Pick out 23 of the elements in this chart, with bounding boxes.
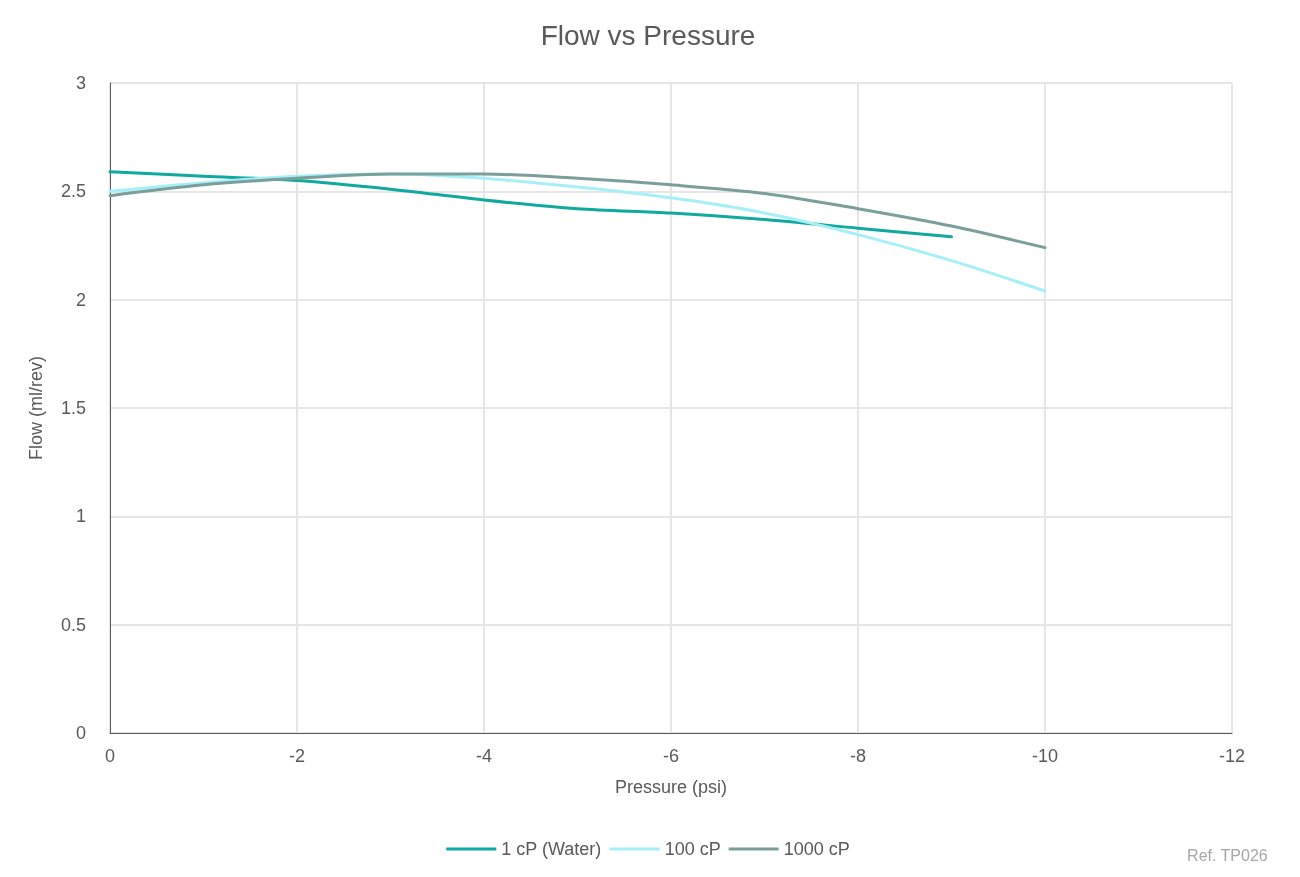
chart-title: Flow vs Pressure bbox=[540, 19, 756, 51]
x-tick-label: 0 bbox=[104, 746, 116, 766]
y-tick-label: 1 bbox=[75, 506, 86, 527]
x-axis-title: Pressure (psi) bbox=[614, 777, 728, 797]
y-tick-label: 3 bbox=[75, 73, 86, 93]
legend-label: 1 cP (Water) bbox=[501, 839, 602, 859]
y-tick-label: 1.5 bbox=[60, 398, 86, 418]
x-tick-label: -8 bbox=[849, 746, 867, 766]
y-tick-label: 0.5 bbox=[60, 614, 86, 635]
text: Ref. TP026 bbox=[1187, 846, 1268, 864]
x-tick-label: -4 bbox=[475, 746, 493, 766]
x-tick-label: -12 bbox=[1218, 746, 1246, 766]
line-series bbox=[108, 170, 953, 239]
line-series bbox=[108, 172, 1047, 250]
legend-label: 100 cP bbox=[664, 839, 721, 859]
x-tick-label: -2 bbox=[288, 746, 306, 766]
x-tick-label: -10 bbox=[1031, 746, 1059, 766]
y-axis-title: Flow (ml/rev) bbox=[26, 356, 46, 460]
x-tick-label: -6 bbox=[662, 746, 680, 766]
legend-label: 1000 cP bbox=[783, 839, 850, 859]
y-tick-label: 0 bbox=[75, 723, 86, 743]
y-tick-label: 2 bbox=[75, 289, 86, 310]
y-tick-label: 2.5 bbox=[60, 181, 86, 202]
